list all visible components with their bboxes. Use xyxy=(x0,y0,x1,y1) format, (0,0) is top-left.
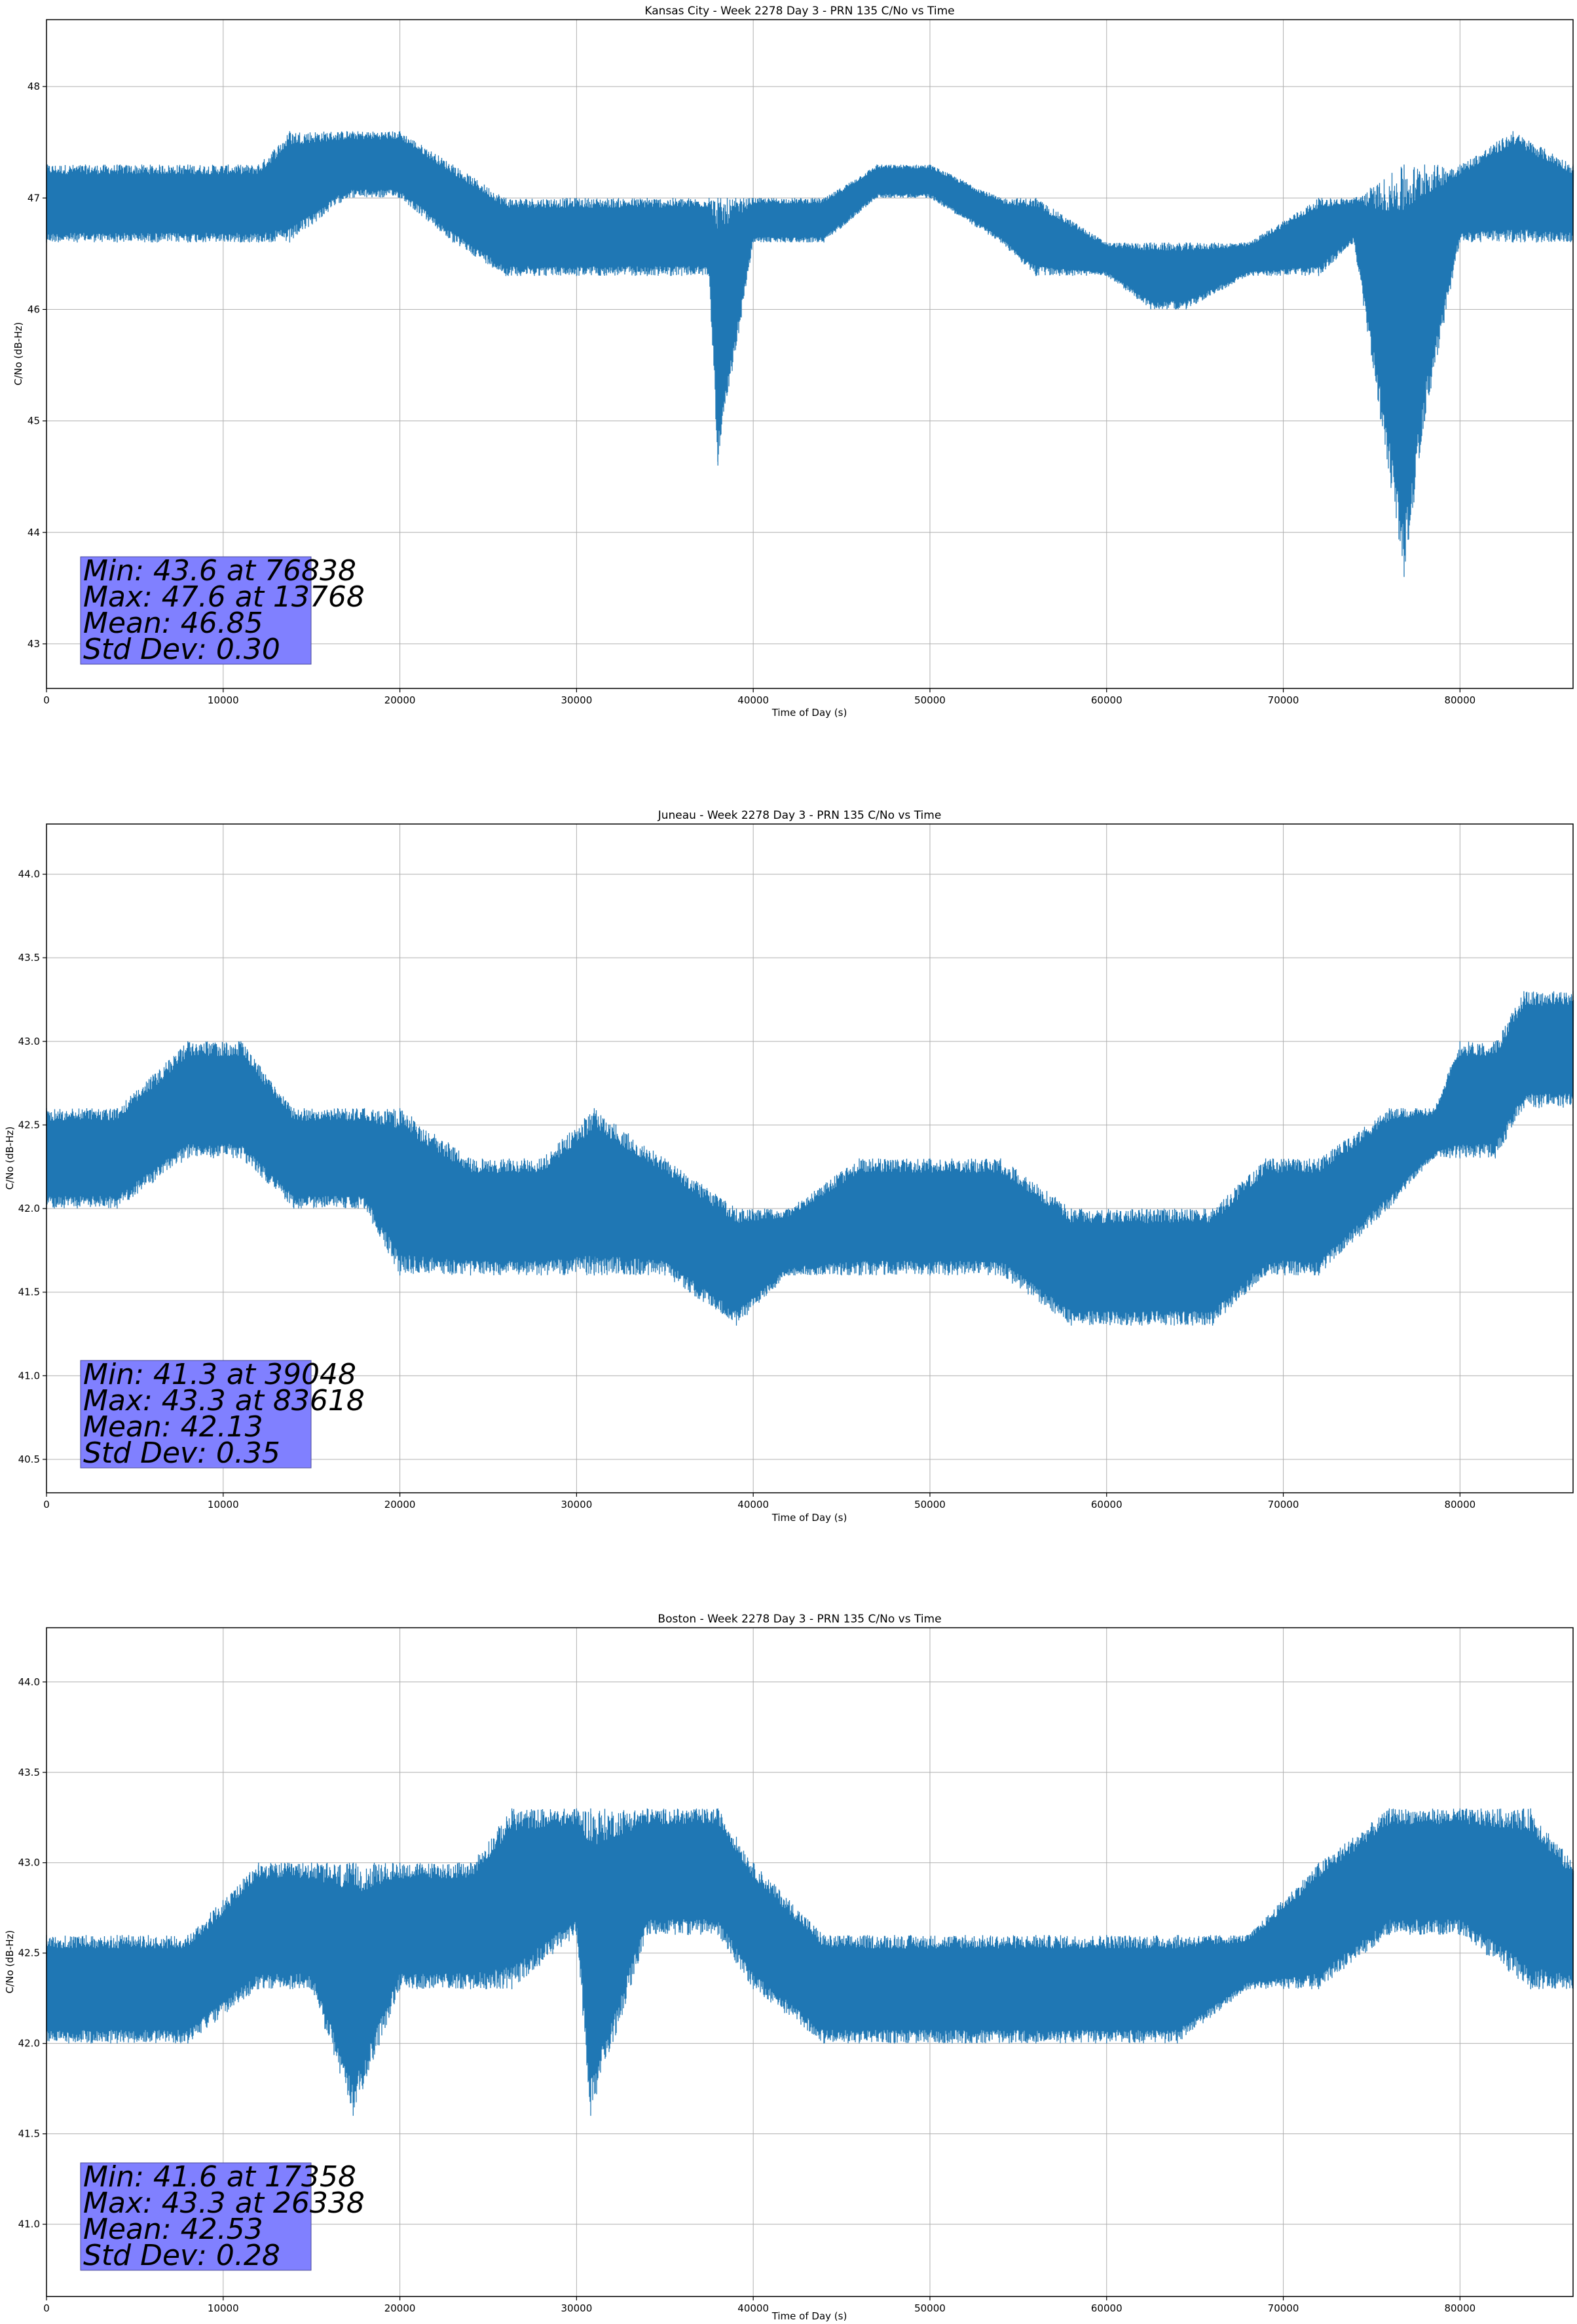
y-tick-label: 42.0 xyxy=(18,1203,40,1214)
stats-box: Min: 43.6 at 76838 Max: 47.6 at 13768 Me… xyxy=(80,554,365,666)
x-tick-label: 40000 xyxy=(737,1499,769,1510)
y-tick-label: 43.5 xyxy=(18,952,40,964)
series-trace xyxy=(46,991,1574,1326)
x-tick-label: 30000 xyxy=(561,1499,593,1510)
chart-panel-boston: Boston - Week 2278 Day 3 - PRN 135 C/No … xyxy=(4,1613,1574,2322)
chart-title: Juneau - Week 2278 Day 3 - PRN 135 C/No … xyxy=(658,809,942,822)
x-tick-label: 60000 xyxy=(1091,694,1122,706)
stats-min: Min: 41.3 at 39048 xyxy=(83,1358,356,1391)
y-tick-label: 41.5 xyxy=(18,2128,40,2140)
stats-box-background xyxy=(80,2162,312,2271)
x-tick-label: 40000 xyxy=(737,2302,769,2314)
series-line xyxy=(46,131,1574,577)
x-tick-label: 60000 xyxy=(1091,1499,1122,1510)
chart-panel-kansas-city: Kansas City - Week 2278 Day 3 - PRN 135 … xyxy=(12,5,1574,719)
x-tick-label: 80000 xyxy=(1444,2302,1475,2314)
x-axis-ticks: 0 10000 20000 30000 40000 50000 60000 70000 8000… xyxy=(43,688,1475,706)
chart-title: Boston - Week 2278 Day 3 - PRN 135 C/No … xyxy=(658,1613,941,1626)
stats-mean: Mean: 46.85 xyxy=(83,607,263,640)
stats-box-background xyxy=(80,556,312,665)
x-tick-label: 50000 xyxy=(914,1499,946,1510)
x-tick-label: 80000 xyxy=(1444,694,1475,706)
y-tick-label: 44 xyxy=(28,527,40,538)
x-tick-label: 70000 xyxy=(1268,694,1299,706)
plot-frame xyxy=(46,1627,1574,2297)
stats-std-dev: Std Dev: 0.30 xyxy=(83,633,280,666)
y-tick-label: 40.5 xyxy=(18,1453,40,1465)
series-trace xyxy=(46,131,1574,577)
series-trace xyxy=(46,1808,1574,2116)
y-tick-label: 41.0 xyxy=(18,2219,40,2230)
x-axis-label: Time of Day (s) xyxy=(771,2310,847,2322)
x-tick-label: 20000 xyxy=(384,1499,416,1510)
y-tick-label: 42.5 xyxy=(18,1947,40,1959)
stats-max: Max: 43.3 at 83618 xyxy=(83,1384,365,1417)
x-tick-label: 10000 xyxy=(208,1499,239,1510)
stats-min: Min: 41.6 at 17358 xyxy=(83,2160,356,2194)
y-tick-label: 43.0 xyxy=(18,1857,40,1869)
y-tick-label: 43.5 xyxy=(18,1767,40,1778)
stats-box-background xyxy=(80,1360,312,1469)
stats-max: Max: 43.3 at 26338 xyxy=(83,2186,365,2220)
y-axis-label: C/No (dB-Hz) xyxy=(4,1930,16,1994)
stats-mean: Mean: 42.13 xyxy=(83,1410,263,1444)
x-tick-label: 0 xyxy=(43,1499,50,1510)
x-axis-label: Time of Day (s) xyxy=(771,707,847,719)
plot-frame xyxy=(46,823,1574,1493)
x-tick-label: 80000 xyxy=(1444,1499,1475,1510)
x-tick-label: 60000 xyxy=(1091,2302,1122,2314)
x-axis-label: Time of Day (s) xyxy=(771,1512,847,1524)
stats-box: Min: 41.3 at 39048 Max: 43.3 at 83618 Me… xyxy=(80,1358,365,1470)
y-tick-label: 41.5 xyxy=(18,1286,40,1298)
y-tick-label: 44.0 xyxy=(18,869,40,880)
x-tick-label: 40000 xyxy=(737,694,769,706)
x-tick-label: 30000 xyxy=(561,2302,593,2314)
plot-frame xyxy=(46,19,1574,689)
x-tick-label: 0 xyxy=(43,2302,50,2314)
series-line xyxy=(46,991,1574,1326)
y-axis-ticks: 43 44 45 46 47 48 xyxy=(28,81,46,650)
stats-std-dev: Std Dev: 0.28 xyxy=(83,2239,280,2272)
stats-max: Max: 47.6 at 13768 xyxy=(83,580,365,614)
stats-box: Min: 41.6 at 17358 Max: 43.3 at 26338 Me… xyxy=(80,2160,365,2272)
x-tick-label: 30000 xyxy=(561,694,593,706)
x-axis-ticks: 0 10000 20000 30000 40000 50000 60000 70000 8000… xyxy=(43,2296,1475,2314)
y-tick-label: 46 xyxy=(28,303,40,315)
x-tick-label: 70000 xyxy=(1268,1499,1299,1510)
y-tick-label: 41.0 xyxy=(18,1370,40,1381)
x-axis-ticks: 0 10000 20000 30000 40000 50000 60000 70000 8000… xyxy=(43,1493,1475,1510)
y-tick-label: 44.0 xyxy=(18,1676,40,1688)
chart-panel-juneau: Juneau - Week 2278 Day 3 - PRN 135 C/No … xyxy=(4,809,1574,1524)
y-tick-label: 42.5 xyxy=(18,1119,40,1131)
y-tick-label: 42.0 xyxy=(18,2038,40,2050)
chart-title: Kansas City - Week 2278 Day 3 - PRN 135 … xyxy=(644,5,954,18)
x-tick-label: 0 xyxy=(43,694,50,706)
y-axis-ticks: 40.5 41.0 41.5 42.0 42.5 43.0 43.5 44.0 xyxy=(18,869,46,1465)
stats-min: Min: 43.6 at 76838 xyxy=(83,554,356,588)
series-line xyxy=(46,1808,1574,2116)
stats-mean: Mean: 42.53 xyxy=(83,2213,263,2246)
y-axis-label: C/No (dB-Hz) xyxy=(12,322,24,386)
y-axis-ticks: 41.0 41.5 42.0 42.5 43.0 43.5 44.0 xyxy=(18,1676,46,2230)
x-tick-label: 70000 xyxy=(1268,2302,1299,2314)
x-tick-label: 50000 xyxy=(914,694,946,706)
y-tick-label: 48 xyxy=(28,81,40,92)
y-tick-label: 43.0 xyxy=(18,1036,40,1047)
x-tick-label: 20000 xyxy=(384,694,416,706)
x-tick-label: 50000 xyxy=(914,2302,946,2314)
y-tick-label: 47 xyxy=(28,192,40,204)
y-axis-label: C/No (dB-Hz) xyxy=(4,1127,16,1190)
y-tick-label: 43 xyxy=(28,638,40,650)
x-tick-label: 10000 xyxy=(208,694,239,706)
y-tick-label: 45 xyxy=(28,415,40,427)
stats-std-dev: Std Dev: 0.35 xyxy=(83,1436,280,1470)
x-tick-label: 10000 xyxy=(208,2302,239,2314)
x-tick-label: 20000 xyxy=(384,2302,416,2314)
